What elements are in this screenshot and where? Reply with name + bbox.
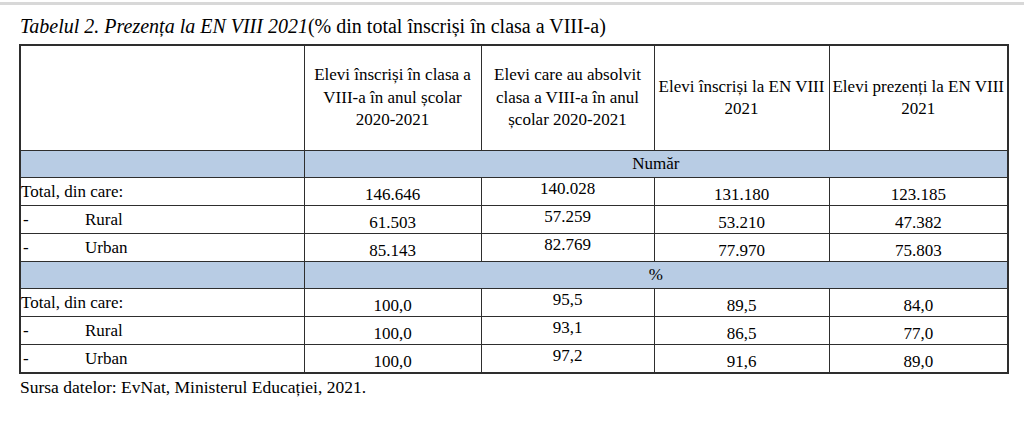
cell-value: 89,5 — [654, 289, 829, 317]
row-dash: - — [21, 321, 85, 341]
row-dash: - — [21, 238, 85, 258]
cell-value: 95,5 — [481, 289, 654, 317]
row-label: Urban — [85, 349, 127, 368]
table-row: -Urban 85.143 82.769 77.970 75.803 — [20, 234, 1008, 262]
cell-value: 100,0 — [304, 317, 481, 345]
cell-value: 47.382 — [829, 206, 1008, 234]
table-row: -Rural 100,0 93,1 86,5 77,0 — [20, 317, 1008, 345]
row-dash: - — [21, 349, 85, 369]
row-label: Total, din care: — [21, 182, 123, 201]
table-row: -Urban 100,0 97,2 91,6 89,0 — [20, 345, 1008, 374]
header-graduated-grade8: Elevi care au absolvit clasa a VIII-a în… — [481, 45, 654, 151]
cell-value: 140.028 — [481, 178, 654, 206]
row-label-cell: Total, din care: — [20, 178, 304, 206]
cell-value: 84,0 — [829, 289, 1008, 317]
page-top-divider — [0, 2, 1024, 5]
band-label: Număr — [304, 151, 1008, 178]
row-label: Rural — [85, 210, 123, 229]
cell-value: 82.769 — [481, 234, 654, 262]
cell-value: 123.185 — [829, 178, 1008, 206]
table-row: Total, din care: 146.646 140.028 131.180… — [20, 178, 1008, 206]
cell-value: 100,0 — [304, 289, 481, 317]
cell-value: 91,6 — [654, 345, 829, 374]
table-caption-italic: Tabelul 2. Prezența la EN VIII 2021 — [20, 15, 308, 37]
row-label-cell: Total, din care: — [20, 289, 304, 317]
row-label: Urban — [85, 238, 127, 257]
cell-value: 97,2 — [481, 345, 654, 374]
band-row-numar: Număr — [20, 151, 1008, 178]
cell-value: 57.259 — [481, 206, 654, 234]
cell-value: 89,0 — [829, 345, 1008, 374]
band-row-percent: % — [20, 262, 1008, 289]
presence-table: Elevi înscriși în clasa a VIII-a în anul… — [19, 44, 1009, 374]
cell-value: 61.503 — [304, 206, 481, 234]
cell-value: 53.210 — [654, 206, 829, 234]
row-label-cell: -Rural — [20, 206, 304, 234]
cell-value: 75.803 — [829, 234, 1008, 262]
band-empty-cell — [20, 262, 304, 289]
cell-value: 77,0 — [829, 317, 1008, 345]
band-empty-cell — [20, 151, 304, 178]
row-dash: - — [21, 210, 85, 230]
cell-value: 77.970 — [654, 234, 829, 262]
table-row: Total, din care: 100,0 95,5 89,5 84,0 — [20, 289, 1008, 317]
cell-value: 131.180 — [654, 178, 829, 206]
header-enrolled-en: Elevi înscriși la EN VIII 2021 — [654, 45, 829, 151]
row-label: Rural — [85, 321, 123, 340]
cell-value: 86,5 — [654, 317, 829, 345]
row-label: Total, din care: — [21, 293, 123, 312]
table-caption: Tabelul 2. Prezența la EN VIII 2021(% di… — [20, 15, 1024, 37]
source-note: Sursa datelor: EvNat, Ministerul Educați… — [20, 377, 1024, 398]
header-row: Elevi înscriși în clasa a VIII-a în anul… — [20, 45, 1008, 151]
row-label-cell: -Rural — [20, 317, 304, 345]
cell-value: 93,1 — [481, 317, 654, 345]
row-label-cell: -Urban — [20, 345, 304, 374]
table-row: -Rural 61.503 57.259 53.210 47.382 — [20, 206, 1008, 234]
table-caption-regular: (% din total înscriși în clasa a VIII-a) — [308, 15, 606, 37]
cell-value: 100,0 — [304, 345, 481, 374]
header-present-en: Elevi prezenți la EN VIII 2021 — [829, 45, 1008, 151]
band-label: % — [304, 262, 1008, 289]
header-empty — [20, 45, 304, 151]
cell-value: 85.143 — [304, 234, 481, 262]
cell-value: 146.646 — [304, 178, 481, 206]
row-label-cell: -Urban — [20, 234, 304, 262]
header-enrolled-grade8: Elevi înscriși în clasa a VIII-a în anul… — [304, 45, 481, 151]
